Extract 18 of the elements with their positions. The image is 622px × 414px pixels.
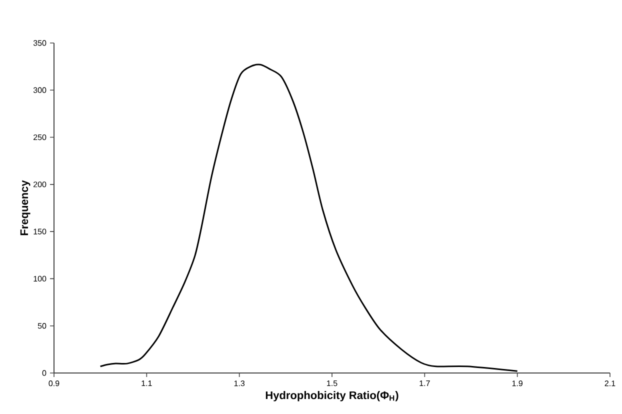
y-axis-title: Frequency bbox=[20, 180, 30, 236]
y-tick-label: 300 bbox=[33, 87, 46, 93]
x-tick-label: 1.9 bbox=[512, 380, 523, 386]
y-tick-label: 150 bbox=[34, 228, 46, 234]
y-tick-label: 0 bbox=[42, 370, 46, 376]
y-tick-label: 50 bbox=[38, 323, 46, 329]
x-axis-title: Hydrophobicity Ratio(Φ$_{H}$) bbox=[266, 391, 398, 402]
x-tick-label: 1.1 bbox=[142, 380, 152, 386]
y-tick-label: 100 bbox=[34, 276, 46, 282]
line-series bbox=[100, 64, 518, 372]
x-tick-label: 1.3 bbox=[234, 380, 245, 386]
x-tick-label: 2.1 bbox=[604, 380, 616, 386]
y-tick-label: 250 bbox=[34, 134, 46, 140]
y-tick-label: 200 bbox=[34, 182, 46, 188]
x-tick-label: 0.9 bbox=[48, 380, 60, 386]
y-tick-label: 350 bbox=[33, 40, 46, 46]
x-tick-label: 1.5 bbox=[327, 380, 338, 386]
x-tick-label: 1.7 bbox=[420, 380, 430, 386]
